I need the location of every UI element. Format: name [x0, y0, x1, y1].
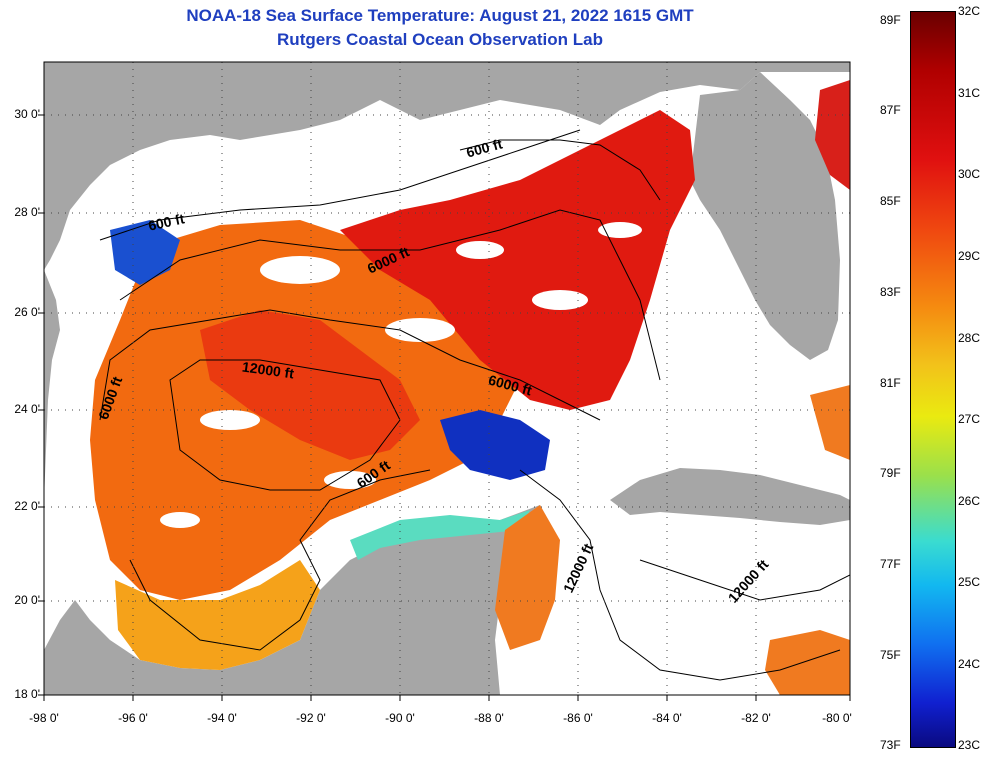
- lat-label: 30 0': [14, 107, 40, 121]
- graticule: [44, 62, 850, 695]
- sst-keys-orange: [810, 385, 850, 460]
- sst-south-yellow: [115, 560, 320, 670]
- map-title: NOAA-18 Sea Surface Temperature: August …: [186, 6, 694, 25]
- land-florida: [690, 72, 840, 360]
- lon-label: -98 0': [29, 711, 59, 725]
- lat-label: 26 0': [14, 305, 40, 319]
- colorbar-f-label: 75F: [880, 648, 901, 662]
- temperature-colorbar: [910, 11, 956, 748]
- land-mexico-west: [44, 270, 60, 500]
- colorbar-f-label: 87F: [880, 103, 901, 117]
- colorbar-c-label: 31C: [958, 86, 981, 100]
- lat-label: 20 0': [14, 593, 40, 607]
- colorbar-c-label: 23C: [958, 738, 981, 752]
- axis-ticks: [38, 114, 851, 701]
- land-yucatan: [44, 505, 548, 695]
- lon-label: -80 0': [822, 711, 852, 725]
- sst-caribbean-se: [765, 630, 850, 695]
- colorbar-f-label: 89F: [880, 13, 901, 27]
- colorbar-c-label: 30C: [958, 167, 981, 181]
- lat-label: 18 0': [14, 687, 40, 701]
- sst-blue-patch-a: [440, 410, 550, 480]
- sst-east-red: [340, 110, 695, 410]
- colorbar-f-label: 85F: [880, 194, 901, 208]
- lon-label: -92 0': [296, 711, 326, 725]
- lon-label: -84 0': [652, 711, 682, 725]
- bathymetry-contours: [99, 129, 850, 681]
- colorbar-f-label: 81F: [880, 376, 901, 390]
- lon-label: -88 0': [474, 711, 504, 725]
- map-frame: [43, 61, 851, 696]
- sst-atlantic-red: [815, 80, 850, 190]
- lon-label: -86 0': [563, 711, 593, 725]
- lon-label: -90 0': [385, 711, 415, 725]
- lat-label: 24 0': [14, 402, 40, 416]
- colorbar-c-label: 24C: [958, 657, 981, 671]
- lon-label: -82 0': [741, 711, 771, 725]
- land-us-north: [44, 62, 850, 270]
- colorbar-c-label: 25C: [958, 575, 981, 589]
- map-subtitle: Rutgers Coastal Ocean Observation Lab: [277, 30, 603, 49]
- lat-label: 22 0': [14, 499, 40, 513]
- sst-campeche-cyan: [350, 510, 530, 560]
- colorbar-f-label: 77F: [880, 557, 901, 571]
- sst-caribbean-orange: [495, 505, 560, 650]
- colorbar-c-label: 32C: [958, 4, 981, 18]
- colorbar-c-label: 27C: [958, 412, 981, 426]
- colorbar-c-label: 26C: [958, 494, 981, 508]
- colorbar-f-label: 83F: [880, 285, 901, 299]
- lon-label: -94 0': [207, 711, 237, 725]
- colorbar-f-label: 79F: [880, 466, 901, 480]
- land-cuba: [610, 468, 850, 525]
- colorbar-f-label: 73F: [880, 738, 901, 752]
- sst-blue-patch-b: [110, 220, 180, 285]
- lon-label: -96 0': [118, 711, 148, 725]
- colorbar-c-label: 29C: [958, 249, 981, 263]
- sst-loop-red: [200, 310, 420, 460]
- cloud-patches: [160, 184, 642, 528]
- colorbar-c-label: 28C: [958, 331, 981, 345]
- lat-label: 28 0': [14, 205, 40, 219]
